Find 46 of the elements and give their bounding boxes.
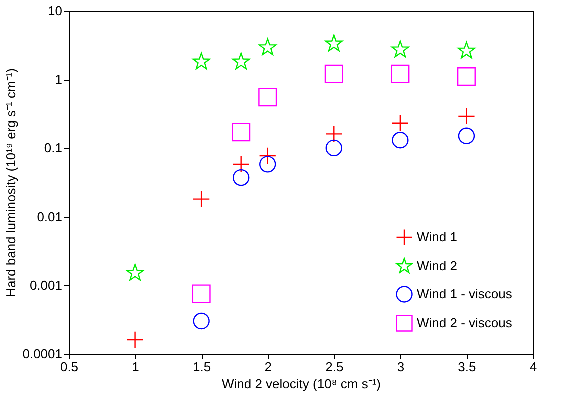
point	[391, 64, 410, 84]
point	[458, 128, 476, 144]
y-tick-label: 10	[48, 4, 62, 18]
point	[457, 68, 476, 86]
point	[192, 190, 210, 208]
point	[192, 52, 210, 70]
legend-label: Wind 1 - viscous	[417, 286, 513, 302]
y-tick-label: 0.0001	[22, 346, 62, 362]
x-tick-label: 1.5	[193, 360, 212, 374]
x-tick-label: 3	[397, 360, 405, 374]
point	[192, 284, 211, 304]
point	[325, 34, 343, 52]
x-tick-label: 2	[264, 360, 272, 374]
y-tick-label: 1	[55, 72, 62, 88]
y-tick-label: 0.01	[37, 209, 62, 224]
x-tick-label: 2.5	[326, 360, 344, 374]
y-axis-title: Hard band luminosity (10¹⁹ erg s⁻¹ cm⁻¹)	[4, 68, 19, 298]
point	[458, 42, 476, 59]
legend-label: Wind 2	[417, 258, 458, 274]
point	[126, 331, 144, 349]
point	[458, 108, 476, 126]
point	[325, 126, 343, 143]
x-tick-label: 0.5	[60, 360, 79, 374]
x-axis-title: Wind 2 velocity (10⁸ cm s⁻¹)	[222, 376, 382, 392]
x-tick-label: 1	[132, 360, 140, 374]
point	[232, 52, 250, 70]
legend-label: Wind 1	[417, 230, 458, 244]
point	[260, 156, 276, 173]
point	[259, 147, 277, 165]
point	[324, 64, 344, 84]
point	[258, 88, 278, 107]
point	[326, 140, 342, 157]
point	[126, 264, 144, 281]
point	[392, 114, 410, 132]
point	[392, 132, 409, 149]
point	[392, 40, 410, 58]
point	[232, 123, 251, 142]
point	[259, 38, 277, 56]
y-tick-label: 0.1	[44, 140, 62, 156]
x-tick-label: 3.5	[458, 360, 476, 374]
point	[232, 169, 250, 186]
y-tick-label: 0.001	[30, 278, 62, 293]
point	[193, 312, 210, 330]
legend-label: Wind 2 - viscous	[417, 316, 513, 330]
point	[232, 156, 250, 174]
x-tick-label: 4	[530, 360, 538, 374]
